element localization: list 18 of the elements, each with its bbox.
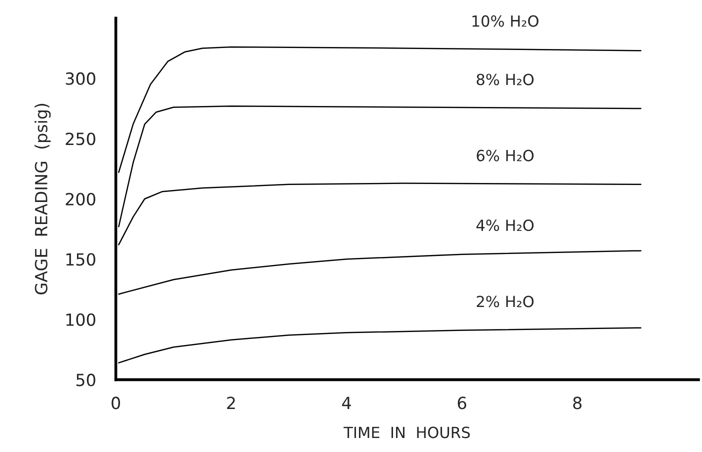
y-axis-title: GAGE READING (psig) — [34, 104, 51, 294]
y-tick-label: 150 — [66, 253, 96, 266]
y-tick-label: 100 — [66, 313, 96, 326]
y-tick-label: 250 — [66, 132, 96, 146]
y-tick-label: 200 — [66, 192, 96, 206]
series-label: 6% H₂O — [476, 150, 534, 162]
x-tick-label: 6 — [458, 396, 466, 410]
x-tick-label: 4 — [342, 396, 351, 410]
x-tick-label: 8 — [573, 396, 582, 410]
series-label: 2% H₂O — [476, 296, 534, 308]
series-label: 10% H₂O — [472, 15, 538, 27]
x-tick-label: 0 — [112, 396, 120, 410]
y-tick-label: 50 — [76, 374, 96, 386]
y-tick-label: 300 — [66, 72, 96, 85]
series-label: 4% H₂O — [476, 219, 534, 232]
series-label: 8% H₂O — [476, 74, 534, 86]
x-axis-title: TIME IN HOURS — [344, 426, 470, 438]
x-tick-label: 2 — [227, 396, 235, 410]
